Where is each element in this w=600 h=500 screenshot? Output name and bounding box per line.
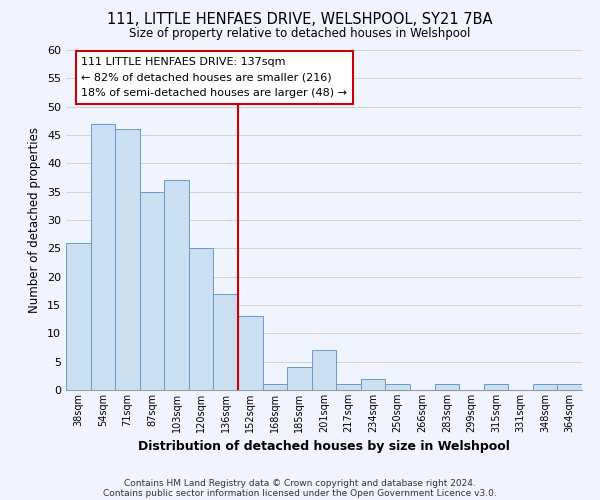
Bar [312,350,336,390]
Bar [66,242,91,390]
Bar [263,384,287,390]
Text: Size of property relative to detached houses in Welshpool: Size of property relative to detached ho… [130,28,470,40]
Bar [214,294,238,390]
Bar [238,316,263,390]
Bar [164,180,189,390]
Bar [533,384,557,390]
Text: 111, LITTLE HENFAES DRIVE, WELSHPOOL, SY21 7BA: 111, LITTLE HENFAES DRIVE, WELSHPOOL, SY… [107,12,493,28]
Y-axis label: Number of detached properties: Number of detached properties [28,127,41,313]
Text: Contains HM Land Registry data © Crown copyright and database right 2024.: Contains HM Land Registry data © Crown c… [124,478,476,488]
Bar [336,384,361,390]
Bar [140,192,164,390]
Bar [361,378,385,390]
Text: 111 LITTLE HENFAES DRIVE: 137sqm
← 82% of detached houses are smaller (216)
18% : 111 LITTLE HENFAES DRIVE: 137sqm ← 82% o… [82,57,347,98]
Text: Contains public sector information licensed under the Open Government Licence v3: Contains public sector information licen… [103,488,497,498]
Bar [189,248,214,390]
Bar [91,124,115,390]
Bar [434,384,459,390]
X-axis label: Distribution of detached houses by size in Welshpool: Distribution of detached houses by size … [138,440,510,454]
Bar [385,384,410,390]
Bar [557,384,582,390]
Bar [484,384,508,390]
Bar [287,368,312,390]
Bar [115,130,140,390]
